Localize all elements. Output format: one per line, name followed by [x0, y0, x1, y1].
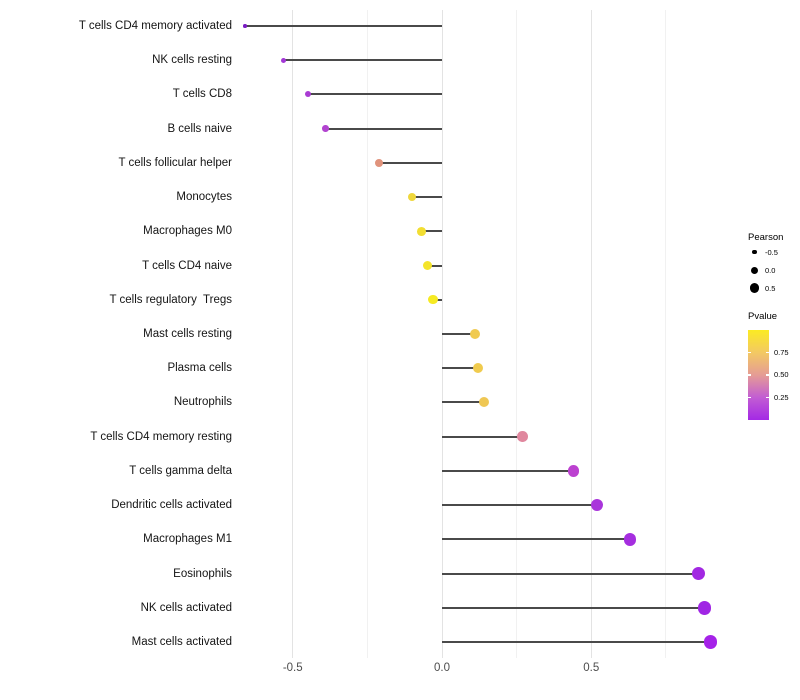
- category-label: T cells follicular helper: [118, 156, 232, 169]
- category-label: Macrophages M1: [143, 533, 232, 546]
- colorbar-tick: [766, 351, 769, 354]
- data-point-dot: [472, 363, 483, 374]
- lollipop-stem: [442, 435, 523, 438]
- category-label: NK cells resting: [152, 54, 232, 67]
- data-point-dot: [322, 125, 329, 132]
- lollipop-stem: [412, 196, 442, 199]
- data-point-dot: [591, 499, 604, 512]
- category-label: T cells CD8: [172, 88, 232, 101]
- lollipop-stem: [442, 469, 574, 472]
- x-tick-label: 0.5: [583, 662, 600, 674]
- size-legend-dot: [749, 283, 760, 293]
- category-label: Dendritic cells activated: [111, 499, 232, 512]
- color-legend-title: Pvalue: [748, 311, 778, 322]
- size-legend-dot: [751, 266, 758, 274]
- data-point-dot: [422, 261, 432, 271]
- size-legend-dot: [752, 249, 757, 255]
- category-label: Macrophages M0: [143, 225, 232, 238]
- data-point-dot: [478, 397, 489, 408]
- gridline-major: [590, 10, 592, 658]
- gridline-minor: [366, 10, 368, 658]
- data-point-dot: [407, 192, 417, 202]
- colorbar-tick: [748, 396, 751, 399]
- lollipop-stem: [442, 640, 711, 643]
- lollipop-stem: [325, 127, 442, 130]
- colorbar-tick: [748, 351, 751, 354]
- lollipop-stem: [421, 230, 442, 233]
- lollipop-stem: [442, 538, 631, 541]
- gridline-minor: [516, 10, 518, 658]
- category-label: Plasma cells: [167, 362, 232, 375]
- category-label: T cells gamma delta: [129, 464, 232, 477]
- gridline-major: [292, 10, 294, 658]
- data-point-dot: [567, 465, 580, 477]
- data-point-dot: [428, 295, 438, 305]
- data-point-dot: [703, 635, 718, 649]
- lollipop-stem: [442, 332, 475, 335]
- lollipop-stem: [379, 161, 442, 164]
- lollipop-stem: [442, 367, 478, 370]
- plot-panel: [236, 10, 795, 658]
- category-label: T cells CD4 memory resting: [90, 430, 232, 443]
- pvalue-colorbar: [748, 330, 769, 420]
- lollipop-stem: [442, 504, 598, 507]
- category-label: Mast cells activated: [131, 635, 232, 648]
- category-label: NK cells activated: [140, 601, 232, 614]
- size-legend-item: 0.0: [748, 261, 800, 279]
- colorbar-tick: [766, 374, 769, 376]
- category-label: T cells CD4 naive: [142, 259, 232, 272]
- lollipop-stem: [283, 59, 442, 62]
- size-legend-item: 0.5: [748, 279, 800, 297]
- colorbar-tick: [748, 374, 751, 376]
- lollipop-stem: [427, 264, 442, 267]
- x-tick-label: 0.0: [434, 662, 450, 674]
- lollipop-stem: [442, 606, 705, 609]
- data-point-dot: [416, 226, 426, 236]
- category-label: Monocytes: [176, 191, 232, 204]
- data-point-dot: [691, 566, 706, 581]
- size-legend-title: Pearson: [748, 232, 784, 243]
- category-axis-labels: T cells CD4 memory activated NK cells res…: [0, 10, 232, 658]
- size-legend-item: -0.5: [748, 243, 800, 261]
- x-tick-label: -0.5: [282, 662, 303, 674]
- data-point-dot: [281, 57, 287, 63]
- legend: Pearson -0.5 0.0 0.5 Pvalue 0.75 0.50 0.25: [744, 232, 800, 420]
- lollipop-stem: [244, 25, 442, 27]
- lollipop-stem: [442, 572, 699, 575]
- color-legend: 0.75 0.50 0.25: [748, 330, 800, 420]
- size-legend-label: -0.5: [765, 247, 778, 257]
- size-legend-label: 0.5: [765, 283, 776, 293]
- data-point-dot: [375, 158, 384, 167]
- data-point-dot: [623, 533, 637, 546]
- colorbar-label: 0.25: [774, 392, 789, 402]
- category-label: Eosinophils: [173, 567, 232, 580]
- data-point-dot: [304, 91, 311, 98]
- lollipop-stem: [442, 401, 484, 404]
- colorbar-tick: [766, 396, 769, 399]
- colorbar-label: 0.50: [774, 370, 789, 379]
- category-label: T cells CD4 memory activated: [78, 20, 232, 32]
- data-point-dot: [517, 431, 528, 443]
- category-label: T cells regulatory Tregs: [109, 293, 232, 306]
- size-legend-items: -0.5 0.0 0.5: [744, 243, 800, 297]
- data-point-dot: [469, 329, 480, 339]
- category-label: B cells naive: [167, 122, 232, 135]
- data-point-dot: [697, 600, 712, 615]
- lollipop-stem: [307, 93, 442, 96]
- gridline-minor: [665, 10, 667, 658]
- data-point-dot: [243, 24, 247, 28]
- category-label: Neutrophils: [173, 396, 232, 409]
- colorbar-label: 0.75: [774, 347, 789, 357]
- category-label: Mast cells resting: [143, 327, 232, 340]
- size-legend-label: 0.0: [765, 265, 776, 275]
